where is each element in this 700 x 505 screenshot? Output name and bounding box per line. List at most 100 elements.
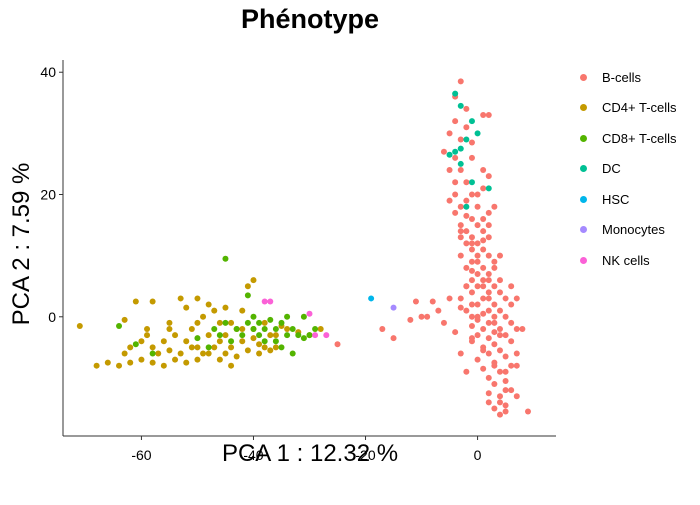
point-b-cells-41 <box>457 252 464 259</box>
point-b-cells-73 <box>502 313 509 320</box>
point-nk-cells-0 <box>261 298 268 305</box>
point-cd4-t-cells-41 <box>239 326 246 333</box>
point-cd8-t-cells-20 <box>300 313 307 320</box>
point-cd8-t-cells-30 <box>205 344 212 351</box>
point-b-cells-43 <box>485 252 492 259</box>
point-b-cells-49 <box>474 270 481 277</box>
point-cd4-t-cells-36 <box>183 338 190 345</box>
legend-marker <box>580 195 587 203</box>
point-b-cells-47 <box>463 264 470 271</box>
point-cd4-t-cells-31 <box>267 332 274 339</box>
point-b-cells-84 <box>502 332 509 339</box>
point-cd8-t-cells-31 <box>278 344 285 351</box>
point-cd4-t-cells-34 <box>160 338 167 345</box>
point-cd4-t-cells-57 <box>267 347 274 354</box>
legend-marker <box>580 226 587 234</box>
point-cd4-t-cells-2 <box>116 362 123 369</box>
point-cd4-t-cells-70 <box>284 326 291 333</box>
point-cd4-t-cells-73 <box>317 326 324 333</box>
point-cd4-t-cells-52 <box>211 344 218 351</box>
legend-marker <box>580 73 587 81</box>
point-b-cells-2 <box>463 105 470 112</box>
point-b-cells-68 <box>485 307 492 314</box>
point-b-cells-100 <box>491 381 498 388</box>
point-b-cells-48 <box>491 264 498 271</box>
point-b-cells-11 <box>452 154 459 161</box>
point-cd4-t-cells-62 <box>239 307 246 314</box>
point-cd4-t-cells-42 <box>250 335 257 342</box>
point-b-cells-139 <box>485 390 492 397</box>
point-b-cells-5 <box>485 112 492 119</box>
point-cd4-t-cells-15 <box>144 326 151 333</box>
point-b-cells-30 <box>474 222 481 229</box>
point-b-cells-82 <box>474 332 481 339</box>
point-b-cells-83 <box>485 335 492 342</box>
point-b-cells-26 <box>452 209 459 216</box>
point-b-cells-131 <box>463 283 470 290</box>
legend-item-hsc: HSC <box>580 184 677 215</box>
point-cd4-t-cells-27 <box>244 283 251 290</box>
x-tick-label-2: -20 <box>355 447 375 463</box>
point-cd4-t-cells-49 <box>177 350 184 357</box>
point-nk-cells-4 <box>323 332 330 339</box>
legend-item-dc: DC <box>580 154 677 185</box>
point-b-cells-127 <box>513 295 520 302</box>
legend-label: B-cells <box>602 69 642 85</box>
point-cd4-t-cells-9 <box>194 356 201 363</box>
point-cd4-t-cells-66 <box>104 359 111 366</box>
point-b-cells-56 <box>474 283 481 290</box>
point-cd8-t-cells-25 <box>284 313 291 320</box>
point-cd8-t-cells-1 <box>244 292 251 299</box>
point-cd4-t-cells-50 <box>188 344 195 351</box>
point-cd4-t-cells-14 <box>132 298 139 305</box>
point-b-cells-145 <box>485 295 492 302</box>
x-tick-label-0: -60 <box>131 447 151 463</box>
point-dc-5 <box>452 148 459 155</box>
point-b-cells-138 <box>457 228 464 235</box>
point-b-cells-93 <box>474 356 481 363</box>
point-b-cells-113 <box>440 319 447 326</box>
point-b-cells-129 <box>513 362 520 369</box>
point-cd4-t-cells-44 <box>138 338 145 345</box>
point-b-cells-7 <box>446 130 453 137</box>
point-b-cells-103 <box>485 399 492 406</box>
point-b-cells-18 <box>485 173 492 180</box>
point-b-cells-16 <box>452 179 459 186</box>
y-axis-label: PCA 2 : 7.59 % <box>8 162 35 326</box>
point-cd4-t-cells-24 <box>222 332 229 339</box>
point-b-cells-52 <box>496 277 503 284</box>
point-b-cells-40 <box>468 246 475 253</box>
point-cd8-t-cells-33 <box>256 332 263 339</box>
point-cd4-t-cells-1 <box>93 362 100 369</box>
point-b-cells-9 <box>468 139 475 146</box>
point-cd4-t-cells-8 <box>183 359 190 366</box>
point-b-cells-144 <box>474 313 481 320</box>
point-dc-11 <box>457 145 464 152</box>
points-layer <box>76 78 531 418</box>
point-cd8-t-cells-24 <box>272 326 279 333</box>
point-b-cells-27 <box>468 215 475 222</box>
point-cd4-t-cells-12 <box>228 362 235 369</box>
point-cd4-t-cells-22 <box>205 301 212 308</box>
point-cd4-t-cells-59 <box>272 332 279 339</box>
point-b-cells-142 <box>480 347 487 354</box>
point-b-cells-133 <box>480 237 487 244</box>
point-dc-9 <box>485 185 492 192</box>
point-b-cells-132 <box>468 267 475 274</box>
point-cd4-t-cells-48 <box>166 347 173 354</box>
point-cd8-t-cells-15 <box>272 338 279 345</box>
point-b-cells-130 <box>502 387 509 394</box>
point-b-cells-119 <box>418 313 425 320</box>
point-dc-1 <box>457 102 464 109</box>
point-b-cells-98 <box>485 374 492 381</box>
point-b-cells-96 <box>480 365 487 372</box>
point-cd8-t-cells-8 <box>228 338 235 345</box>
point-b-cells-101 <box>508 387 515 394</box>
point-cd8-t-cells-13 <box>261 326 268 333</box>
point-b-cells-72 <box>491 313 498 320</box>
point-b-cells-22 <box>463 197 470 204</box>
legend-marker <box>580 165 587 173</box>
point-cd4-t-cells-60 <box>211 307 218 314</box>
point-b-cells-17 <box>463 179 470 186</box>
point-cd4-t-cells-37 <box>194 344 201 351</box>
